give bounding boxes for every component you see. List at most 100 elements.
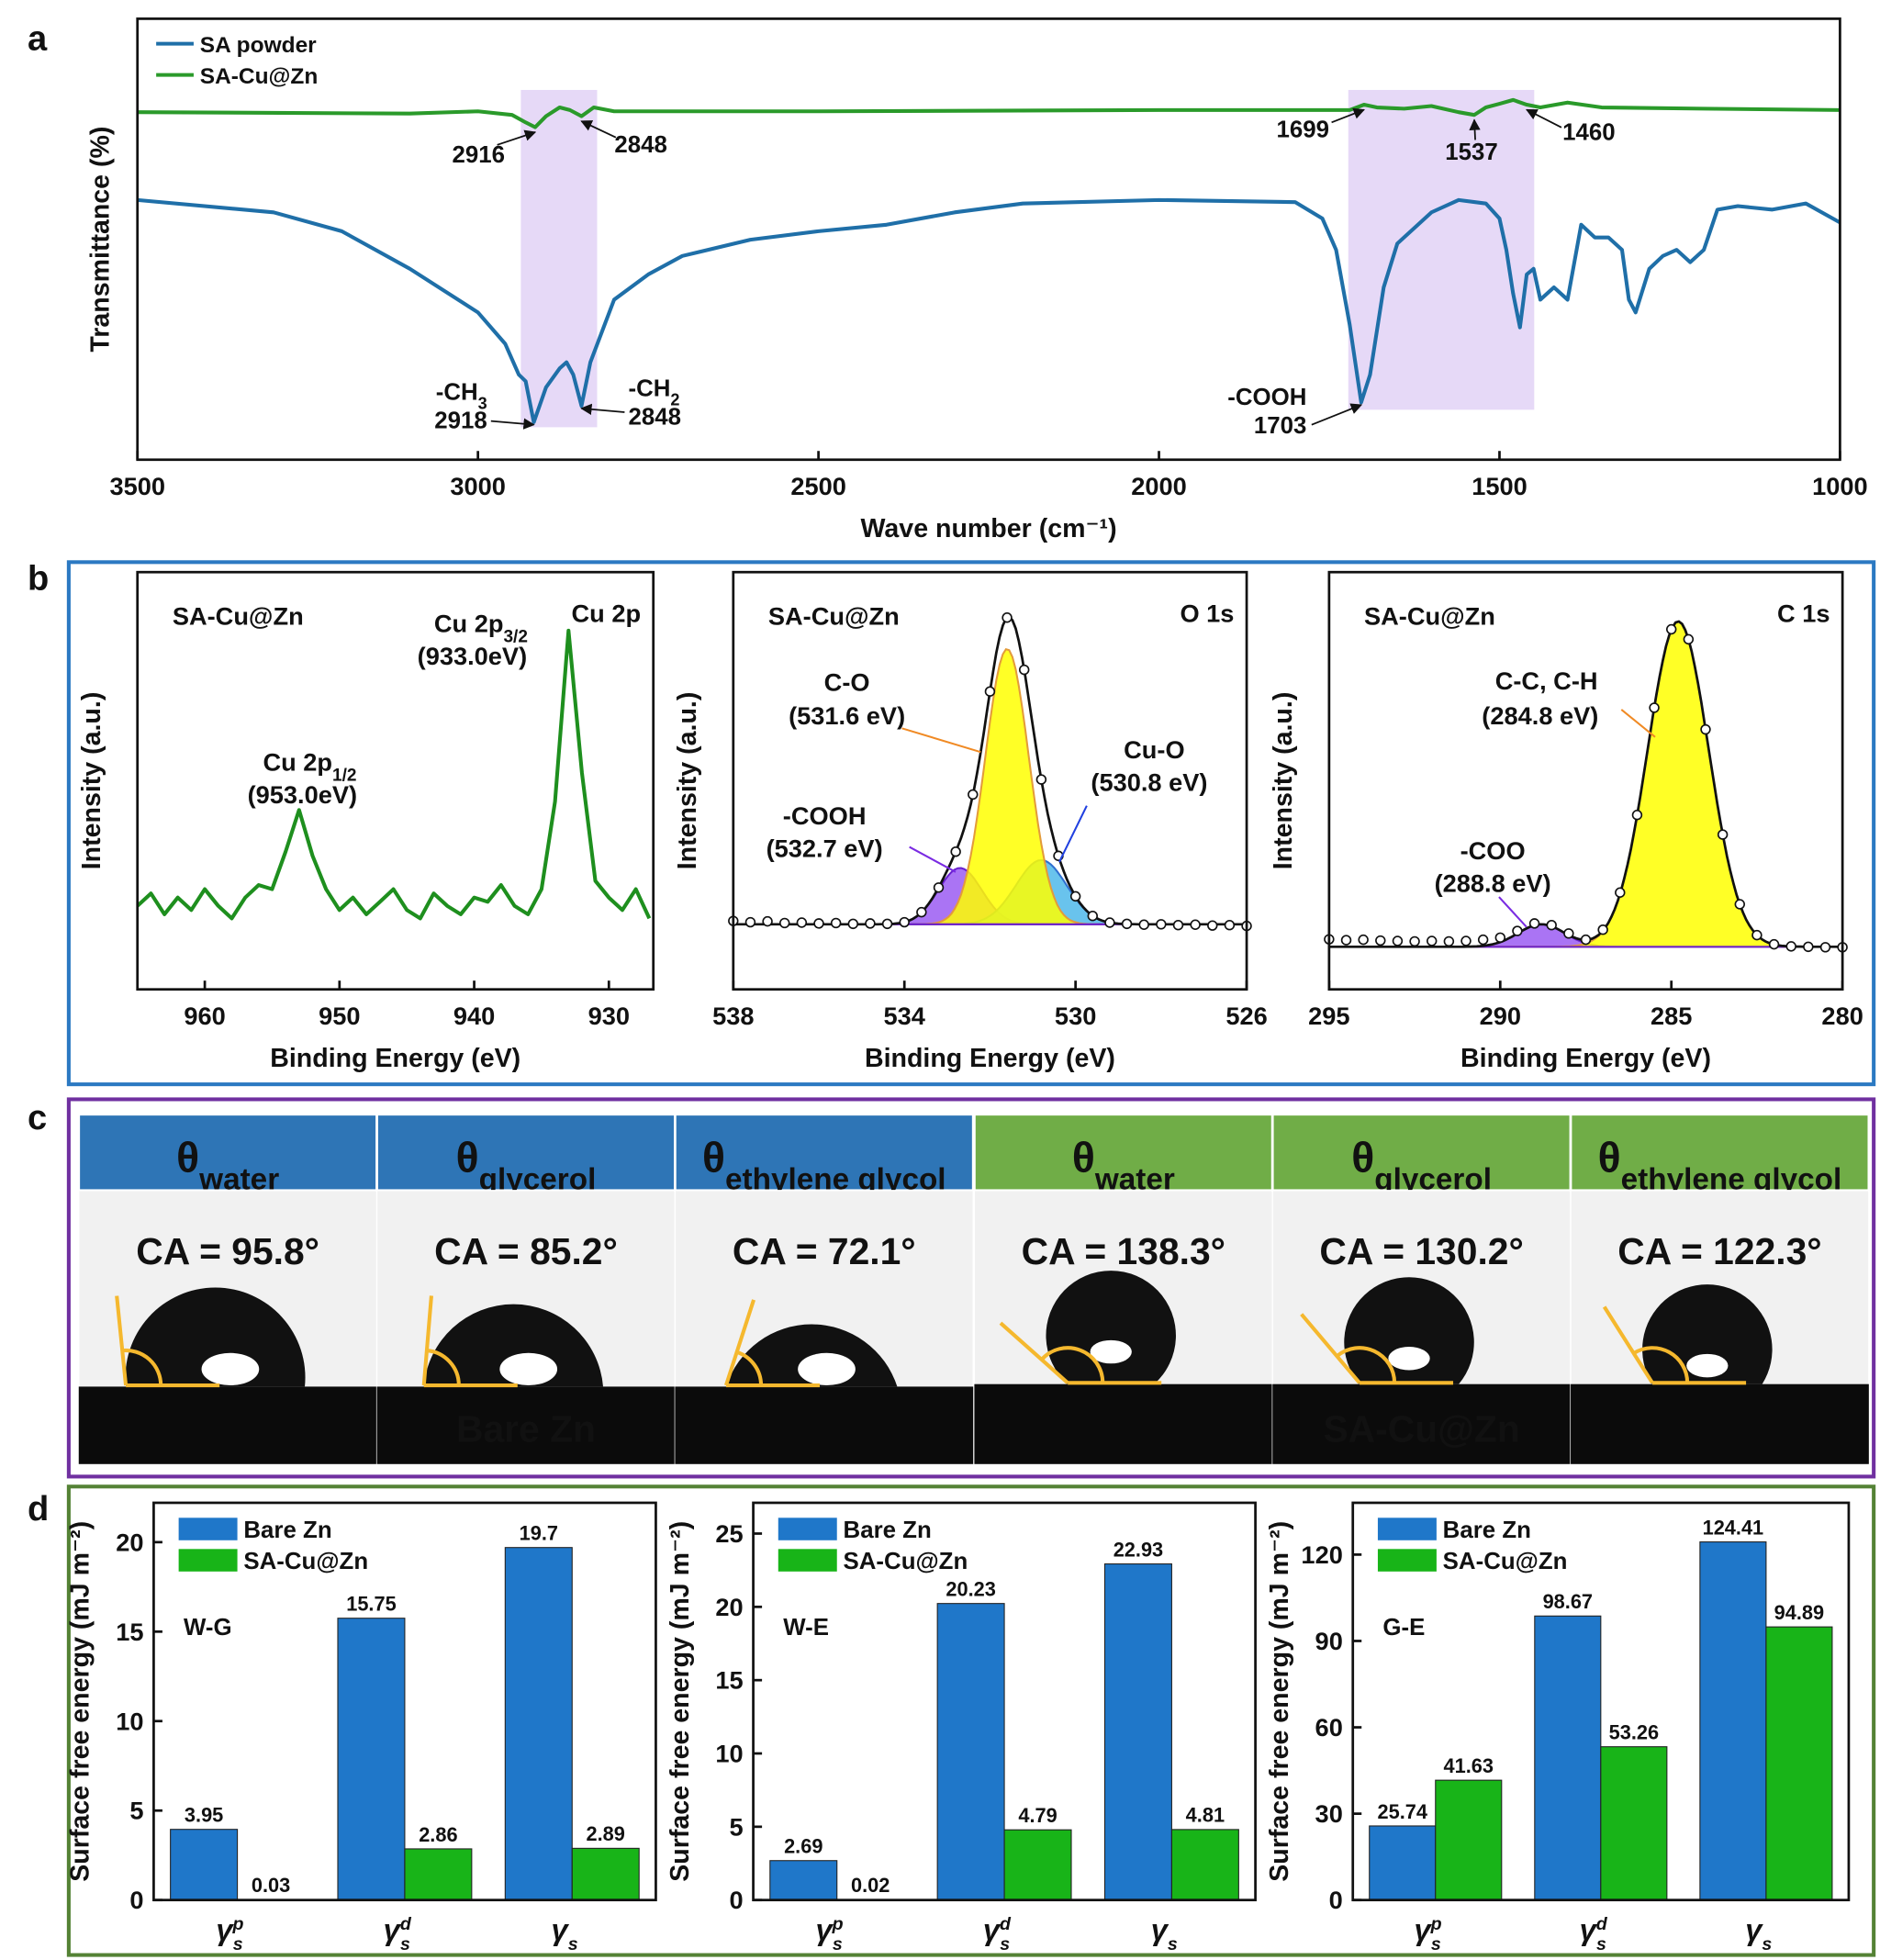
- sample-label: SA-Cu@Zn: [1364, 601, 1495, 630]
- peak-label: Cu 2p1/2: [263, 748, 356, 786]
- data-point: [1340, 935, 1352, 946]
- droplet-glint: [201, 1352, 260, 1386]
- y-tick-label: 0: [1329, 1886, 1343, 1914]
- angle-arc: [122, 1348, 163, 1386]
- data-point: [1717, 829, 1729, 840]
- y-tick-label: 0: [129, 1886, 143, 1914]
- data-point: [1358, 934, 1369, 946]
- bar: [1170, 1829, 1239, 1901]
- panel-label: d: [28, 1490, 49, 1529]
- region-label: O 1s: [1180, 599, 1234, 628]
- bar: [1003, 1829, 1072, 1901]
- droplet-glint: [1388, 1346, 1430, 1371]
- contact-angle-label: CA = 85.2°: [434, 1230, 618, 1272]
- header-cell: [973, 1113, 1274, 1193]
- bar-value-label: 22.93: [1113, 1538, 1163, 1561]
- x-axis-label: Binding Energy (eV): [1460, 1044, 1711, 1073]
- data-point: [933, 882, 945, 893]
- x-tick-label-sub: s: [568, 1934, 578, 1954]
- plot-frame: [136, 17, 1841, 462]
- bar-value-label: 3.95: [185, 1804, 223, 1827]
- data-point: [1443, 935, 1455, 947]
- substrate-label: Bare Zn: [456, 1407, 596, 1450]
- component-energy: (288.8 eV): [1435, 869, 1551, 898]
- x-tick-label-sub: s: [1168, 1934, 1178, 1954]
- x-tick-label: γp s: [216, 1912, 243, 1954]
- bar: [769, 1860, 838, 1901]
- angle-tangent-line: [724, 1299, 756, 1386]
- data-point: [1207, 920, 1218, 931]
- angle-arc: [735, 1350, 764, 1386]
- annotation-arrow: [1469, 118, 1481, 140]
- bar-value-label: 2.89: [587, 1822, 625, 1845]
- y-axis-label: Intensity (a.u.): [673, 692, 702, 870]
- data-point: [847, 918, 859, 930]
- data-point: [779, 917, 790, 929]
- angle-tangent-line: [115, 1295, 129, 1386]
- angle-tangent-line: [1602, 1305, 1654, 1384]
- bar-value-label: 2.86: [419, 1823, 457, 1846]
- x-tick-label: 930: [588, 1002, 630, 1030]
- data-point: [916, 906, 927, 918]
- chart-note: W-E: [783, 1615, 829, 1641]
- droplet-glint: [798, 1352, 856, 1386]
- y-tick-label: 15: [715, 1666, 743, 1695]
- component-leader: [901, 727, 981, 754]
- data-point: [1528, 918, 1540, 929]
- bar: [504, 1547, 573, 1901]
- data-point: [984, 686, 996, 697]
- bar-value-label: 98.67: [1543, 1590, 1593, 1613]
- header-label-part: θ: [1351, 1133, 1374, 1181]
- x-tick-label: 526: [1225, 1002, 1267, 1030]
- peak-label-part: Cu 2p: [263, 748, 332, 777]
- angle-tangent-line: [1300, 1313, 1361, 1384]
- data-point: [1190, 919, 1201, 930]
- spectrum-line: [137, 97, 1841, 129]
- bar: [1765, 1626, 1833, 1901]
- x-tick-label-sub: s: [233, 1934, 243, 1954]
- data-point: [1700, 723, 1711, 735]
- data-point: [1768, 938, 1780, 950]
- droplet: [1642, 1284, 1773, 1384]
- y-tick-label: 15: [116, 1618, 143, 1646]
- angle-arc: [1336, 1346, 1397, 1383]
- plot-frame: [152, 1501, 657, 1902]
- x-tick-label-sub: s: [1762, 1934, 1772, 1954]
- data-point: [1734, 899, 1745, 910]
- contact-angle-label: CA = 130.2°: [1319, 1230, 1523, 1272]
- x-tick-label-part: γ: [216, 1912, 234, 1946]
- spectrum-line: [137, 197, 1841, 424]
- y-tick-label: 30: [1315, 1799, 1343, 1828]
- legend-label: SA-Cu@Zn: [243, 1549, 368, 1574]
- panel-c-frame: [66, 1097, 1876, 1479]
- header-cell: [1569, 1113, 1871, 1193]
- chart-note: W-G: [184, 1615, 232, 1641]
- data-point: [1172, 919, 1184, 931]
- data-point: [1615, 887, 1626, 898]
- annotation-value: 2848: [628, 405, 681, 431]
- data-point: [1392, 935, 1404, 946]
- x-axis-label: Binding Energy (eV): [270, 1044, 520, 1073]
- panel-b-frame: [66, 560, 1876, 1087]
- annotation-group-sub: 2: [670, 390, 679, 409]
- data-point: [1224, 919, 1236, 931]
- bar-value-label: 19.7: [520, 1522, 558, 1545]
- bar-value-label: 25.74: [1378, 1800, 1427, 1823]
- bar: [571, 1847, 640, 1901]
- annotation-arrow: [580, 403, 625, 416]
- x-tick-label: 534: [884, 1002, 925, 1030]
- component-name: Cu-O: [1124, 735, 1184, 764]
- annotation-group-part: -CH: [628, 375, 670, 401]
- x-tick-label-part: γ: [983, 1912, 1002, 1946]
- data-point: [1665, 623, 1677, 635]
- y-tick-label: 10: [715, 1740, 743, 1768]
- y-tick-label: 25: [715, 1519, 743, 1548]
- x-tick-label: 2000: [1131, 472, 1187, 500]
- y-axis-label: Intensity (a.u.): [1269, 692, 1298, 870]
- y-tick-label: 5: [730, 1812, 744, 1841]
- region-label: Cu 2p: [572, 599, 642, 628]
- annotation-value: 2918: [434, 409, 487, 434]
- component-name: C-C, C-H: [1495, 666, 1598, 695]
- data-point: [1683, 633, 1695, 645]
- bar-value-label: 4.79: [1018, 1804, 1057, 1827]
